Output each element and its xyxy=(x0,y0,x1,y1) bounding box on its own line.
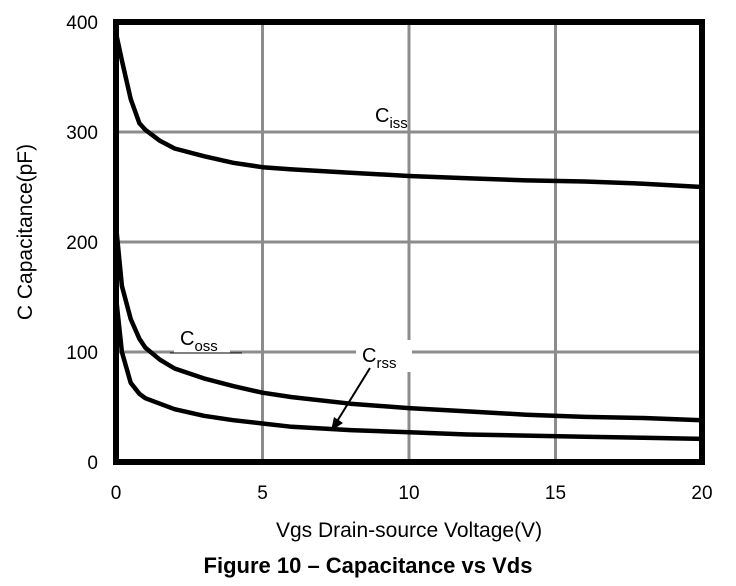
series-label-text: Ciss xyxy=(375,105,408,132)
label-background xyxy=(356,340,412,372)
arrow-shaft xyxy=(335,367,371,424)
label-background xyxy=(174,323,230,355)
y-tick-label: 400 xyxy=(66,13,98,34)
series-layer xyxy=(113,30,705,442)
x-tick-label: 10 xyxy=(398,483,419,504)
series-line-crss xyxy=(113,294,705,442)
series-labels: Ciss Coss Crss xyxy=(170,105,412,431)
plot-frame xyxy=(113,19,705,465)
x-tick-labels: 0 5 10 15 20 xyxy=(111,483,713,504)
grid-lines xyxy=(116,22,702,462)
series-label-ciss: Ciss xyxy=(375,105,408,132)
x-tick-label: 15 xyxy=(545,483,566,504)
y-tick-label: 300 xyxy=(66,123,98,144)
x-tick-label: 20 xyxy=(691,483,712,504)
y-axis-label: C Capacitance(pF) xyxy=(14,144,37,320)
series-line-ciss xyxy=(113,30,705,190)
series-line-coss xyxy=(113,223,705,423)
y-tick-label: 100 xyxy=(66,343,98,364)
series-label-text: Crss xyxy=(362,345,396,372)
x-axis-label: Vgs Drain-source Voltage(V) xyxy=(276,519,542,542)
x-tick-label: 5 xyxy=(257,483,268,504)
arrow-head xyxy=(331,417,343,431)
y-tick-labels: 0 100 200 300 400 xyxy=(66,13,98,474)
y-tick-label: 200 xyxy=(66,233,98,254)
figure-caption: Figure 10 – Capacitance vs Vds xyxy=(203,553,533,578)
y-tick-label: 0 xyxy=(87,453,98,474)
series-label-crss: Crss xyxy=(356,340,412,372)
series-label-text: Coss xyxy=(180,328,218,355)
series-label-coss: Coss xyxy=(170,323,242,355)
x-tick-label: 0 xyxy=(111,483,122,504)
crss-pointer-arrow xyxy=(331,367,371,431)
